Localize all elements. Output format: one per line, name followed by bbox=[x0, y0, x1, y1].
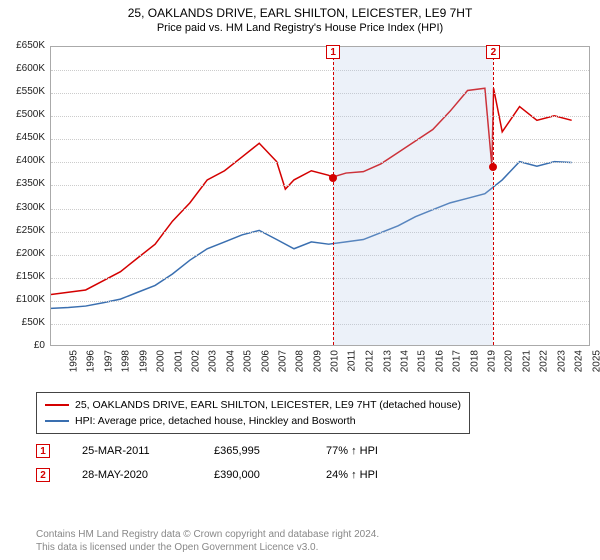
sale-price: £390,000 bbox=[214, 469, 294, 481]
x-tick-label: 2017 bbox=[451, 350, 462, 372]
x-tick-label: 2010 bbox=[330, 350, 341, 372]
x-tick-label: 2016 bbox=[434, 350, 445, 372]
x-tick-label: 2009 bbox=[312, 350, 323, 372]
x-tick-label: 1995 bbox=[68, 350, 79, 372]
sale-row-1: 1 25-MAR-2011 £365,995 77% ↑ HPI bbox=[36, 444, 378, 458]
plot-region: 12 bbox=[50, 46, 590, 346]
legend-label: 25, OAKLANDS DRIVE, EARL SHILTON, LEICES… bbox=[75, 399, 461, 411]
x-tick-label: 2024 bbox=[573, 350, 584, 372]
x-tick-label: 2019 bbox=[486, 350, 497, 372]
x-tick-label: 2008 bbox=[295, 350, 306, 372]
chart-area: 12 £0£50K£100K£150K£200K£250K£300K£350K£… bbox=[0, 42, 600, 382]
footer-line1: Contains HM Land Registry data © Crown c… bbox=[36, 529, 379, 540]
sale-date: 25-MAR-2011 bbox=[82, 445, 182, 457]
x-tick-label: 2014 bbox=[399, 350, 410, 372]
x-tick-label: 2004 bbox=[225, 350, 236, 372]
x-tick-label: 1998 bbox=[121, 350, 132, 372]
y-tick-label: £600K bbox=[5, 63, 45, 74]
x-tick-label: 2023 bbox=[556, 350, 567, 372]
footer-text: Contains HM Land Registry data © Crown c… bbox=[36, 528, 379, 554]
x-tick-label: 2020 bbox=[504, 350, 515, 372]
y-tick-label: £300K bbox=[5, 202, 45, 213]
y-tick-label: £550K bbox=[5, 86, 45, 97]
sale-date: 28-MAY-2020 bbox=[82, 469, 182, 481]
legend-label: HPI: Average price, detached house, Hinc… bbox=[75, 415, 356, 427]
chart-title: 25, OAKLANDS DRIVE, EARL SHILTON, LEICES… bbox=[0, 0, 600, 22]
x-tick-label: 2012 bbox=[364, 350, 375, 372]
legend-row: 25, OAKLANDS DRIVE, EARL SHILTON, LEICES… bbox=[45, 397, 461, 413]
sale-row-2: 2 28-MAY-2020 £390,000 24% ↑ HPI bbox=[36, 468, 378, 482]
y-tick-label: £50K bbox=[5, 317, 45, 328]
x-tick-label: 1997 bbox=[103, 350, 114, 372]
y-tick-label: £100K bbox=[5, 294, 45, 305]
y-tick-label: £350K bbox=[5, 178, 45, 189]
x-tick-label: 2018 bbox=[469, 350, 480, 372]
sale-row-marker: 2 bbox=[36, 468, 50, 482]
x-tick-label: 2000 bbox=[155, 350, 166, 372]
x-tick-label: 1999 bbox=[138, 350, 149, 372]
y-tick-label: £0 bbox=[5, 340, 45, 351]
x-tick-label: 2025 bbox=[591, 350, 600, 372]
x-tick-label: 2006 bbox=[260, 350, 271, 372]
x-tick-label: 2007 bbox=[277, 350, 288, 372]
y-tick-label: £500K bbox=[5, 109, 45, 120]
y-tick-label: £450K bbox=[5, 132, 45, 143]
x-tick-label: 2002 bbox=[190, 350, 201, 372]
y-tick-label: £150K bbox=[5, 271, 45, 282]
sale-row-marker: 1 bbox=[36, 444, 50, 458]
footer-line2: This data is licensed under the Open Gov… bbox=[36, 542, 318, 553]
x-tick-label: 2005 bbox=[242, 350, 253, 372]
x-tick-label: 2003 bbox=[208, 350, 219, 372]
sale-marker-2: 2 bbox=[486, 45, 500, 59]
y-tick-label: £200K bbox=[5, 248, 45, 259]
y-tick-label: £650K bbox=[5, 40, 45, 51]
x-tick-label: 2013 bbox=[382, 350, 393, 372]
sale-pct: 77% ↑ HPI bbox=[326, 445, 378, 457]
sale-price: £365,995 bbox=[214, 445, 294, 457]
sale-marker-1: 1 bbox=[326, 45, 340, 59]
x-tick-label: 1996 bbox=[86, 350, 97, 372]
x-tick-label: 2021 bbox=[521, 350, 532, 372]
legend: 25, OAKLANDS DRIVE, EARL SHILTON, LEICES… bbox=[36, 392, 470, 434]
x-tick-label: 2001 bbox=[173, 350, 184, 372]
y-tick-label: £400K bbox=[5, 155, 45, 166]
sale-pct: 24% ↑ HPI bbox=[326, 469, 378, 481]
chart-subtitle: Price paid vs. HM Land Registry's House … bbox=[0, 22, 600, 38]
x-tick-label: 2022 bbox=[539, 350, 550, 372]
legend-swatch bbox=[45, 404, 69, 406]
x-tick-label: 2015 bbox=[417, 350, 428, 372]
y-tick-label: £250K bbox=[5, 225, 45, 236]
legend-row: HPI: Average price, detached house, Hinc… bbox=[45, 413, 461, 429]
x-tick-label: 2011 bbox=[346, 350, 357, 372]
legend-swatch bbox=[45, 420, 69, 422]
